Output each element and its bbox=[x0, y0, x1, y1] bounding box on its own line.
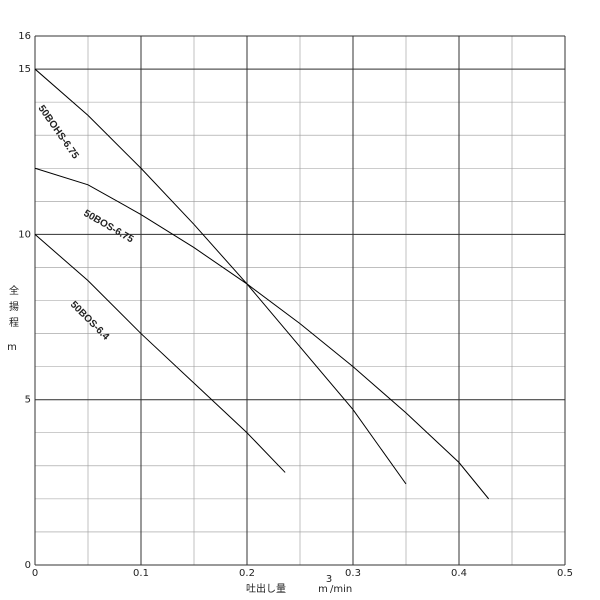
x-tick-label: 0.4 bbox=[451, 568, 467, 579]
curve-label: 50BOS-6.75 bbox=[82, 208, 136, 246]
x-tick-label: 0.3 bbox=[345, 568, 361, 579]
curve bbox=[34, 167, 490, 500]
x-unit-exponent: 3 bbox=[326, 574, 332, 585]
y-tick-label: 16 bbox=[18, 31, 31, 42]
y-tick-label: 10 bbox=[18, 229, 31, 240]
x-axis-label: 吐出し量 bbox=[246, 582, 286, 595]
y-unit: m bbox=[7, 342, 17, 353]
x-unit-per: /min bbox=[330, 584, 352, 595]
curve bbox=[34, 68, 407, 485]
x-tick-label: 0.5 bbox=[557, 568, 573, 579]
x-tick-label: 0 bbox=[32, 568, 38, 579]
curve-label: 50BOS-6.4 bbox=[68, 299, 111, 342]
curve bbox=[34, 233, 286, 473]
y-axis-label: 全揚程 bbox=[7, 284, 19, 333]
x-tick-label: 0.2 bbox=[239, 568, 255, 579]
y-tick-label: 5 bbox=[25, 395, 31, 406]
y-tick-label: 0 bbox=[25, 560, 31, 571]
x-tick-label: 0.1 bbox=[133, 568, 149, 579]
curve-label: 50BOHS-6.75 bbox=[36, 103, 81, 161]
x-unit-base: m bbox=[318, 584, 328, 595]
y-tick-label: 15 bbox=[18, 64, 31, 75]
